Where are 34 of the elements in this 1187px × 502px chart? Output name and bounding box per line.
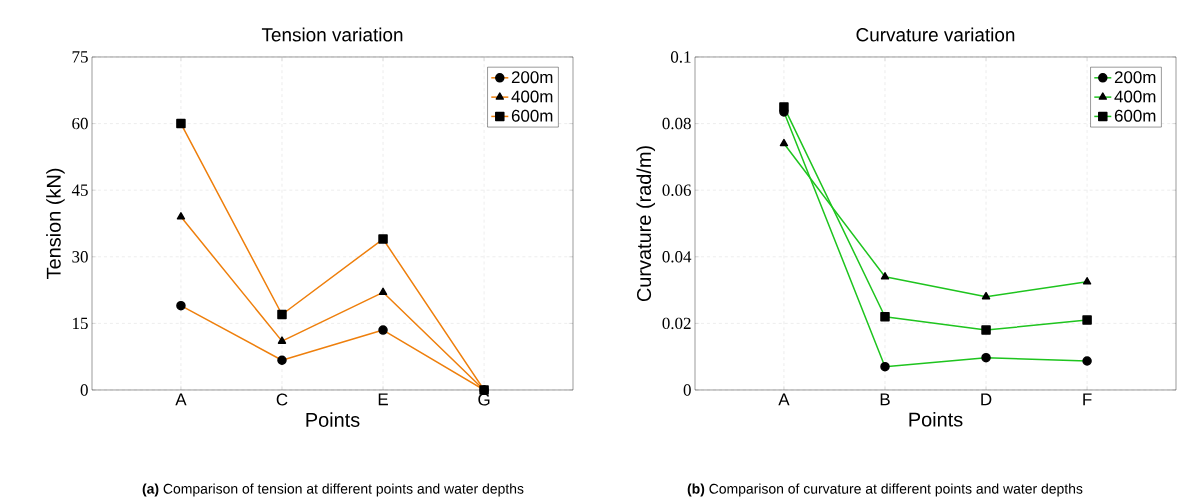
y-tick-label: 45	[71, 184, 88, 196]
y-tick-label: 75	[72, 51, 88, 63]
legend-label: 600m	[511, 109, 553, 122]
x-tick-label: B	[880, 393, 890, 406]
legend-label: 400m	[511, 90, 553, 103]
legend-label: 200m	[1114, 71, 1156, 84]
y-tick-label: 15	[73, 317, 88, 330]
y-tick-label: 0.1	[670, 51, 691, 63]
y-tick-label: 0.08	[662, 117, 691, 130]
legend-label: 200m	[511, 71, 553, 84]
x-tick-label: C	[276, 393, 288, 406]
x-tick-label: G	[478, 393, 490, 406]
x-tick-label: A	[778, 393, 790, 406]
chart-title: Tension variation	[261, 27, 403, 42]
y-tick-label: 0.06	[662, 184, 691, 196]
x-axis-title: Points	[306, 412, 360, 427]
y-tick-label: 0	[80, 384, 88, 396]
legend-label: 400m	[1114, 90, 1156, 103]
x-tick-label: E	[378, 393, 388, 406]
y-tick-label: 60	[72, 117, 88, 130]
x-tick-label: A	[175, 393, 187, 406]
y-axis-title: Curvature (rad/m)	[636, 146, 656, 302]
y-tick-label: 0.04	[662, 251, 692, 263]
legend-label: 600m	[1114, 109, 1156, 122]
y-tick-label: 0.02	[662, 317, 691, 330]
y-axis-title: Tension (kN)	[46, 168, 65, 279]
text: (a) Comparison of tension at different points and water depths	[142, 483, 524, 497]
y-tick-label: 30	[72, 251, 88, 263]
x-tick-label: F	[1083, 393, 1092, 406]
chart-title: Curvature variation	[856, 27, 1015, 42]
y-tick-label: 0	[683, 384, 691, 396]
x-axis-title: Points	[909, 412, 963, 427]
x-tick-label: D	[981, 393, 992, 406]
text: (b) Comparison of curvature at different points and water depths	[687, 483, 1083, 497]
